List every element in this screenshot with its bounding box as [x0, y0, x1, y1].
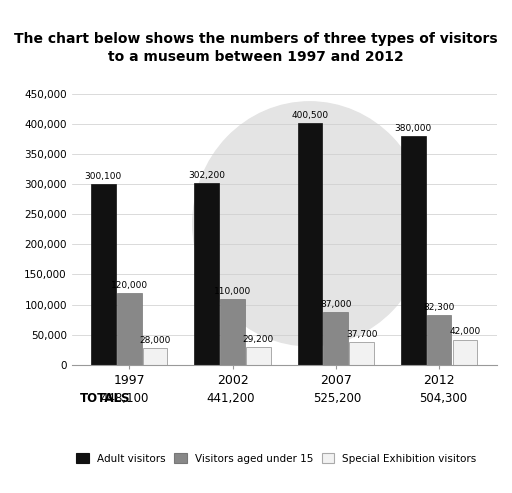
- Bar: [297, 123, 323, 365]
- Bar: [143, 348, 167, 365]
- Text: 28,000: 28,000: [139, 336, 170, 345]
- Text: 120,000: 120,000: [111, 281, 148, 289]
- Bar: [453, 340, 477, 365]
- Text: 110,000: 110,000: [214, 286, 251, 295]
- Bar: [349, 342, 374, 365]
- Text: 37,700: 37,700: [346, 330, 377, 339]
- Text: 42,000: 42,000: [450, 327, 481, 337]
- Text: 504,300: 504,300: [419, 391, 467, 405]
- Text: TOTALS: TOTALS: [80, 391, 131, 405]
- Bar: [324, 313, 348, 365]
- Text: 441,200: 441,200: [207, 391, 255, 405]
- Bar: [117, 292, 142, 365]
- Text: 82,300: 82,300: [423, 303, 455, 312]
- Bar: [246, 347, 271, 365]
- Text: 302,200: 302,200: [188, 171, 225, 180]
- Text: 29,200: 29,200: [243, 335, 274, 344]
- Text: 400,500: 400,500: [291, 111, 329, 120]
- Text: 380,000: 380,000: [395, 124, 432, 133]
- Text: 300,100: 300,100: [85, 172, 122, 181]
- Text: 448,100: 448,100: [101, 391, 149, 405]
- Ellipse shape: [193, 102, 426, 346]
- Bar: [91, 184, 116, 365]
- Text: The chart below shows the numbers of three types of visitors
to a museum between: The chart below shows the numbers of thr…: [14, 32, 498, 65]
- Text: 525,200: 525,200: [313, 391, 361, 405]
- Legend: Adult visitors, Visitors aged under 15, Special Exhibition visitors: Adult visitors, Visitors aged under 15, …: [76, 454, 477, 463]
- Bar: [194, 183, 219, 365]
- Text: 87,000: 87,000: [320, 300, 352, 310]
- Bar: [426, 315, 452, 365]
- Bar: [220, 299, 245, 365]
- Bar: [401, 136, 425, 365]
